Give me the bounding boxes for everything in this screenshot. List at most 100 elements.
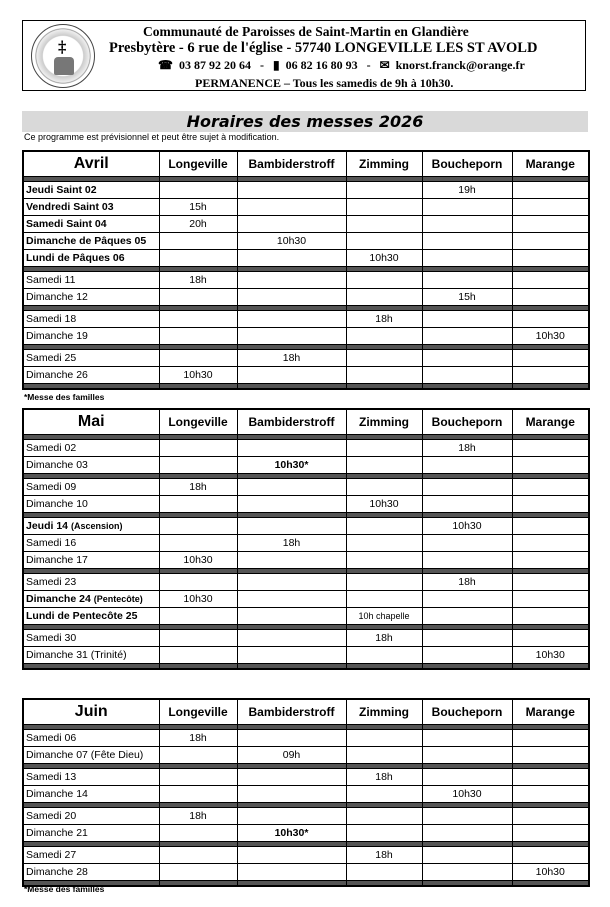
mass-time-cell [345, 646, 423, 664]
table-row: Samedi 16 18h [22, 534, 590, 552]
mass-time-cell [421, 846, 513, 864]
parish-address: Presbytère - 6 rue de l'église - 57740 L… [109, 40, 538, 56]
mass-time-cell [158, 327, 238, 345]
feast-note: (Ascension) [70, 521, 123, 531]
mass-time-cell [345, 863, 423, 881]
date-label: Samedi 30 [26, 632, 77, 644]
date-cell: Samedi 13 [22, 768, 160, 786]
table-row: Samedi Saint 04 20h [22, 215, 590, 233]
mass-time-cell: 18h [345, 310, 423, 328]
table-row: Samedi 06 18h [22, 729, 590, 747]
mass-time-cell [345, 181, 423, 199]
phone-number: 03 87 92 20 64 [178, 58, 251, 72]
column-header: Bambiderstroff [236, 408, 347, 435]
mass-time-cell: 19h [421, 181, 513, 199]
mass-time-cell [158, 232, 238, 250]
date-cell: Samedi 16 [22, 534, 160, 552]
mass-time-cell [511, 785, 590, 803]
table-row: Lundi de Pentecôte 25 10h chapelle [22, 607, 590, 625]
date-cell: Dimanche de Pâques 05 [22, 232, 160, 250]
mass-time-cell [236, 327, 347, 345]
table-row: Dimanche 24 (Pentecôte) 10h30 [22, 590, 590, 608]
mass-time-cell [345, 456, 423, 474]
date-label: Dimanche 19 [26, 330, 88, 342]
date-cell: Samedi 11 [22, 271, 160, 289]
date-cell: Dimanche 03 [22, 456, 160, 474]
separator-cell [236, 383, 347, 390]
group-separator [22, 383, 590, 390]
mass-time-cell [511, 439, 590, 457]
table-row: Samedi 13 18h [22, 768, 590, 786]
mass-time-cell [158, 629, 238, 647]
mass-time-cell [236, 249, 347, 267]
saint-figure-icon [54, 57, 74, 75]
separator-cell [22, 383, 160, 390]
mass-time-cell [421, 646, 513, 664]
mass-time-cell [158, 607, 238, 625]
mass-time-cell [511, 271, 590, 289]
separator-cell [421, 383, 513, 390]
table-row: Jeudi 14 (Ascension) 10h30 [22, 517, 590, 535]
date-label: Samedi 11 [26, 274, 76, 286]
mass-time-cell [236, 729, 347, 747]
mass-time-cell [421, 456, 513, 474]
date-label: Samedi 25 [26, 352, 77, 364]
separator: - [366, 58, 371, 72]
mass-time-cell: 10h30 [158, 590, 238, 608]
mass-time-cell [345, 590, 423, 608]
mass-time-cell [236, 310, 347, 328]
column-header: Longeville [158, 698, 238, 725]
date-cell: Vendredi Saint 03 [22, 198, 160, 216]
date-label: Dimanche 10 [26, 498, 88, 510]
mass-time-cell: 10h30 [158, 551, 238, 569]
separator-cell [236, 663, 347, 670]
table-row: Dimanche 26 10h30 [22, 366, 590, 384]
date-label: Dimanche 28 [26, 866, 88, 878]
date-label: Samedi Saint 04 [26, 218, 107, 230]
group-separator [22, 880, 590, 887]
mass-time-cell [158, 746, 238, 764]
office-hours: PERMANENCE – Tous les samedis de 9h à 10… [195, 76, 454, 90]
mass-time-cell: 18h [158, 729, 238, 747]
mass-time-cell [158, 249, 238, 267]
column-header: Marange [511, 408, 590, 435]
group-separator [22, 176, 590, 182]
mass-time-cell: 10h30 [236, 232, 347, 250]
mass-time-cell [236, 181, 347, 199]
mass-time-cell: 15h [158, 198, 238, 216]
email-link[interactable]: knorst.franck@orange.fr [395, 58, 525, 72]
mass-time-cell [158, 824, 238, 842]
mass-time-cell: 18h [158, 807, 238, 825]
mass-time-cell [511, 807, 590, 825]
mass-time-cell: 18h [236, 534, 347, 552]
table-row: Lundi de Pâques 06 10h30 [22, 249, 590, 267]
date-cell: Dimanche 12 [22, 288, 160, 306]
mass-time-cell [511, 366, 590, 384]
disclaimer: Ce programme est prévisionnel et peut êt… [24, 132, 280, 142]
date-label: Dimanche de Pâques 05 [26, 235, 147, 247]
date-cell: Jeudi Saint 02 [22, 181, 160, 199]
mass-time-cell [511, 215, 590, 233]
date-label: Dimanche 24 [26, 593, 91, 605]
mass-time-cell [421, 824, 513, 842]
table-row: Dimanche 12 15h [22, 288, 590, 306]
mass-time-cell [345, 215, 423, 233]
date-cell: Dimanche 28 [22, 863, 160, 881]
date-label: Dimanche 26 [26, 369, 88, 381]
mass-time-cell [511, 629, 590, 647]
mass-time-cell [158, 456, 238, 474]
date-cell: Dimanche 24 (Pentecôte) [22, 590, 160, 608]
mass-time-cell [345, 551, 423, 569]
separator-cell [345, 663, 423, 670]
mass-time-cell [158, 181, 238, 199]
date-label: Samedi 18 [26, 313, 77, 325]
mass-time-cell [421, 768, 513, 786]
separator-cell [158, 880, 238, 887]
mass-time-cell [345, 824, 423, 842]
date-label: Dimanche 14 [26, 788, 88, 800]
mass-time-cell: 18h [158, 271, 238, 289]
date-cell: Dimanche 26 [22, 366, 160, 384]
mass-time-cell [511, 573, 590, 591]
mass-time-cell: 10h30* [236, 456, 347, 474]
parish-header: ‡ Communauté de Paroisses de Saint-Marti… [22, 20, 586, 91]
